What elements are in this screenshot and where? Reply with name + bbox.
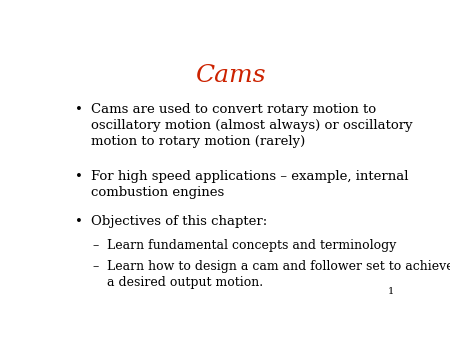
Text: 1: 1 bbox=[388, 287, 395, 296]
Text: Learn fundamental concepts and terminology: Learn fundamental concepts and terminolo… bbox=[107, 239, 396, 252]
Text: •: • bbox=[76, 170, 83, 183]
Text: For high speed applications – example, internal
combustion engines: For high speed applications – example, i… bbox=[91, 170, 409, 199]
Text: •: • bbox=[76, 103, 83, 116]
Text: Cams: Cams bbox=[195, 64, 266, 87]
Text: –: – bbox=[93, 260, 99, 273]
Text: –: – bbox=[93, 239, 99, 252]
Text: •: • bbox=[76, 215, 83, 228]
Text: Cams are used to convert rotary motion to
oscillatory motion (almost always) or : Cams are used to convert rotary motion t… bbox=[91, 103, 413, 148]
Text: Learn how to design a cam and follower set to achieve
a desired output motion.: Learn how to design a cam and follower s… bbox=[107, 260, 450, 289]
Text: Objectives of this chapter:: Objectives of this chapter: bbox=[91, 215, 267, 228]
